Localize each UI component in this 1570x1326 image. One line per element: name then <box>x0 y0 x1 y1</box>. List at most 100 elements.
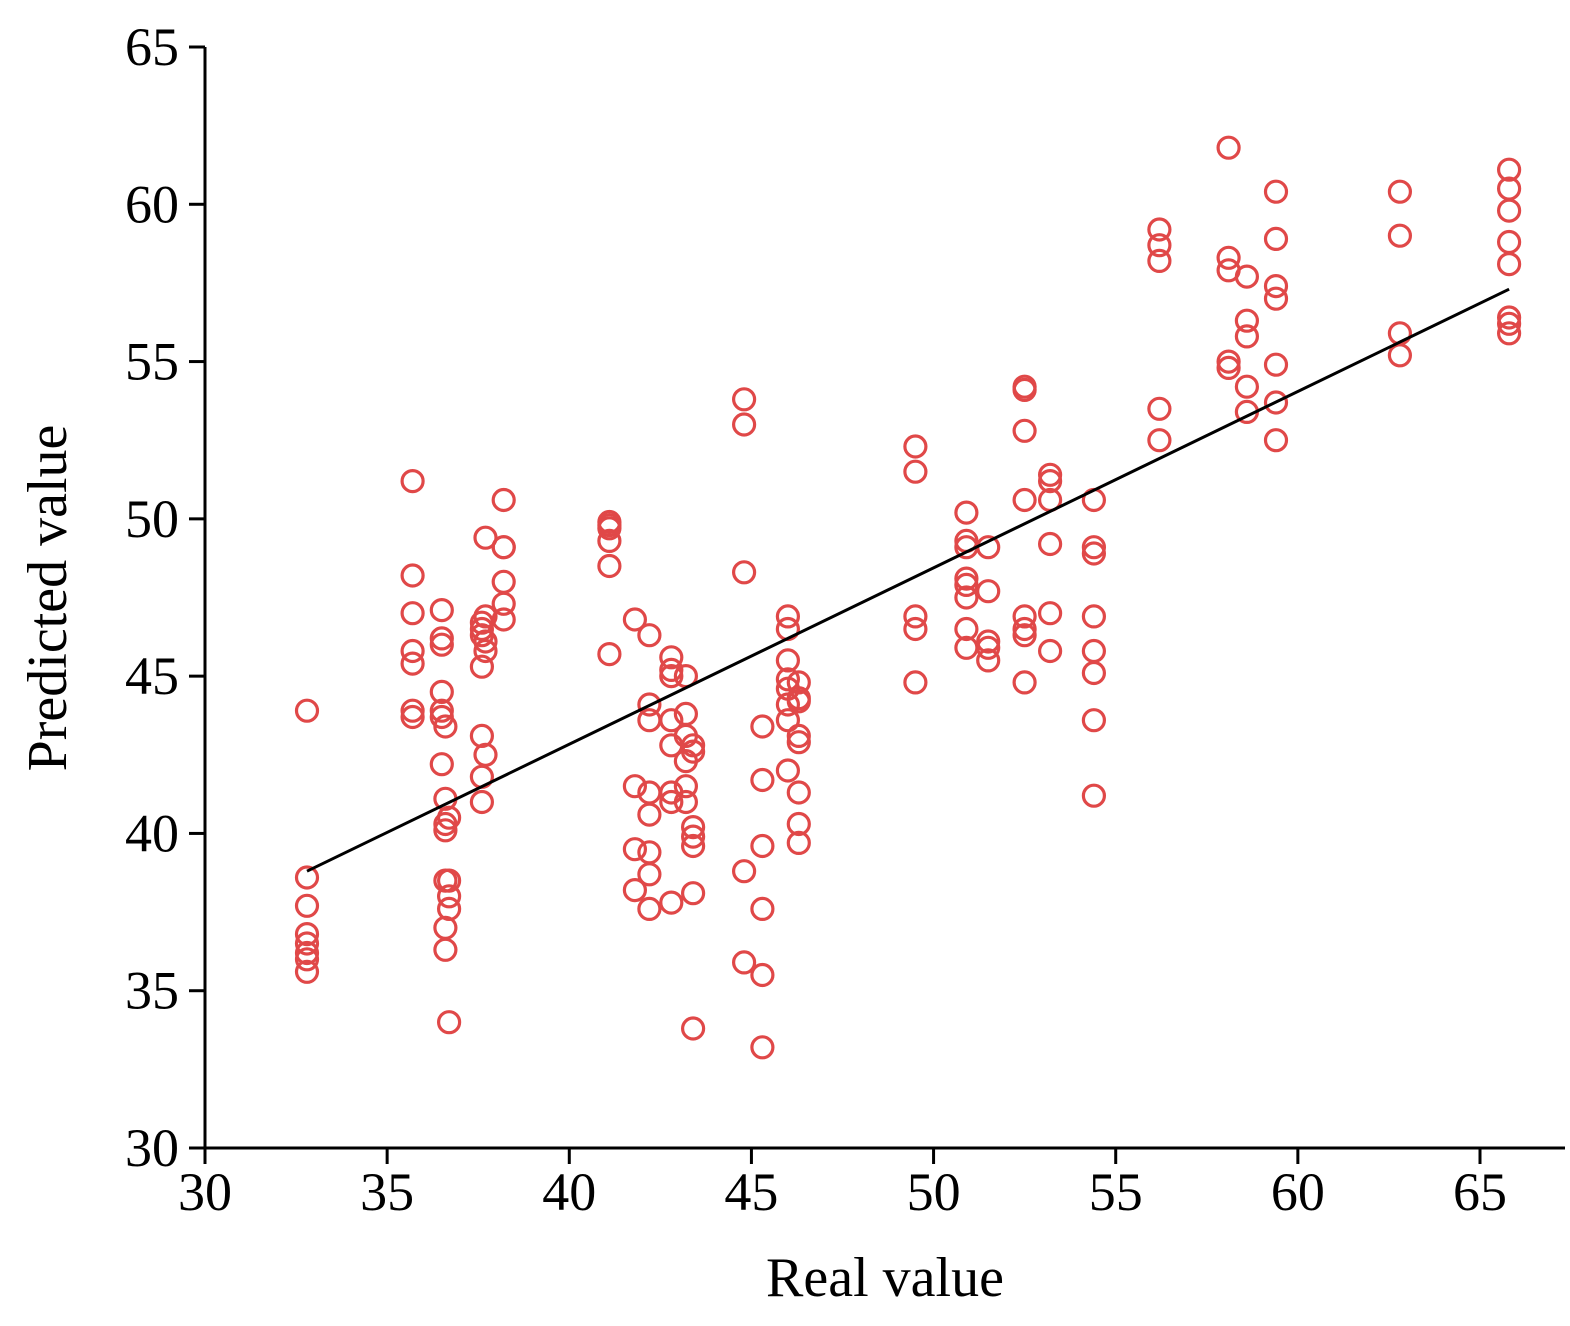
data-point <box>473 525 498 550</box>
data-point <box>673 789 699 815</box>
data-point <box>1216 135 1241 160</box>
data-point <box>1263 274 1289 299</box>
regression-line-group <box>306 287 1510 873</box>
data-point <box>400 601 425 626</box>
data-point <box>786 830 811 856</box>
data-point <box>903 434 928 459</box>
data-point <box>680 814 706 840</box>
data-point <box>597 641 622 667</box>
data-point <box>1234 308 1260 333</box>
data-point <box>429 626 454 651</box>
data-point <box>400 469 425 494</box>
data-point <box>680 739 706 764</box>
data-point <box>976 648 1001 673</box>
data-point <box>680 881 706 906</box>
y-tick-label: 65 <box>125 17 179 77</box>
data-point <box>637 896 662 922</box>
data-point <box>491 591 516 616</box>
data-point <box>637 623 662 648</box>
y-tick-label: 50 <box>125 489 179 549</box>
data-point <box>680 733 706 758</box>
data-point <box>750 714 775 739</box>
y-tick-label: 30 <box>125 1118 179 1178</box>
data-point <box>786 689 811 714</box>
data-point <box>1147 428 1172 453</box>
data-point <box>1234 374 1260 399</box>
x-tick-label: 55 <box>1089 1162 1143 1222</box>
data-point <box>294 893 320 918</box>
data-point <box>294 931 320 956</box>
data-point <box>1012 616 1037 642</box>
data-point <box>473 742 498 767</box>
data-point <box>294 921 320 947</box>
data-point <box>731 950 757 975</box>
data-point <box>954 616 979 642</box>
data-point <box>400 698 425 723</box>
data-point <box>731 560 757 585</box>
data-point <box>1496 198 1522 223</box>
data-point <box>750 1035 775 1060</box>
data-point <box>491 535 516 560</box>
data-point <box>429 597 454 623</box>
data-point <box>659 708 684 733</box>
data-point <box>1081 638 1107 664</box>
data-point <box>903 670 928 695</box>
x-tick-label: 50 <box>907 1162 961 1222</box>
data-point <box>1037 638 1063 664</box>
data-point <box>1263 428 1289 453</box>
data-point <box>637 708 662 733</box>
data-point <box>786 730 811 755</box>
data-point <box>1387 343 1413 368</box>
x-axis-ticks: 30 35 40 45 50 55 60 65 <box>178 1148 1507 1222</box>
y-tick-label: 60 <box>125 174 179 234</box>
data-point <box>1263 352 1289 377</box>
data-point <box>429 679 454 705</box>
data-point <box>437 805 462 830</box>
y-axis-title: Predicted value <box>17 425 79 772</box>
x-tick-label: 65 <box>1453 1162 1507 1222</box>
data-point <box>622 837 648 862</box>
data-point <box>400 704 425 730</box>
data-point <box>1081 541 1107 566</box>
data-point <box>1037 531 1063 557</box>
data-point <box>750 896 775 922</box>
data-point <box>1012 670 1037 695</box>
data-point <box>1012 604 1037 629</box>
data-point <box>976 635 1001 660</box>
data-point <box>775 758 801 783</box>
data-point <box>1234 324 1260 349</box>
data-point <box>786 670 811 695</box>
data-point <box>1496 229 1522 255</box>
data-point <box>637 692 662 717</box>
data-point <box>750 833 775 859</box>
data-point <box>1037 601 1063 626</box>
data-point <box>1147 217 1172 242</box>
data-point <box>1012 623 1037 648</box>
axes <box>203 47 1565 1150</box>
data-point <box>622 877 648 903</box>
data-point <box>1496 305 1522 330</box>
data-point <box>637 862 662 887</box>
data-point <box>597 516 622 541</box>
data-point <box>400 638 425 664</box>
data-point <box>659 890 684 915</box>
data-point <box>433 915 458 940</box>
data-point <box>775 667 801 692</box>
data-point <box>437 868 462 893</box>
data-point <box>680 1016 706 1041</box>
x-axis-title: Real value <box>766 1247 1004 1309</box>
data-point <box>954 585 979 610</box>
data-point <box>437 896 462 922</box>
data-point <box>597 553 622 579</box>
data-point <box>429 698 454 723</box>
data-point <box>437 884 462 909</box>
data-point <box>903 459 928 484</box>
data-point <box>750 962 775 988</box>
data-point <box>1012 377 1037 402</box>
data-point <box>294 698 320 723</box>
regression-line <box>306 287 1510 873</box>
data-point <box>1081 604 1107 629</box>
data-point <box>469 789 494 815</box>
data-point <box>1147 396 1172 421</box>
y-axis-ticks: 30 35 40 45 50 55 60 65 <box>125 17 205 1178</box>
